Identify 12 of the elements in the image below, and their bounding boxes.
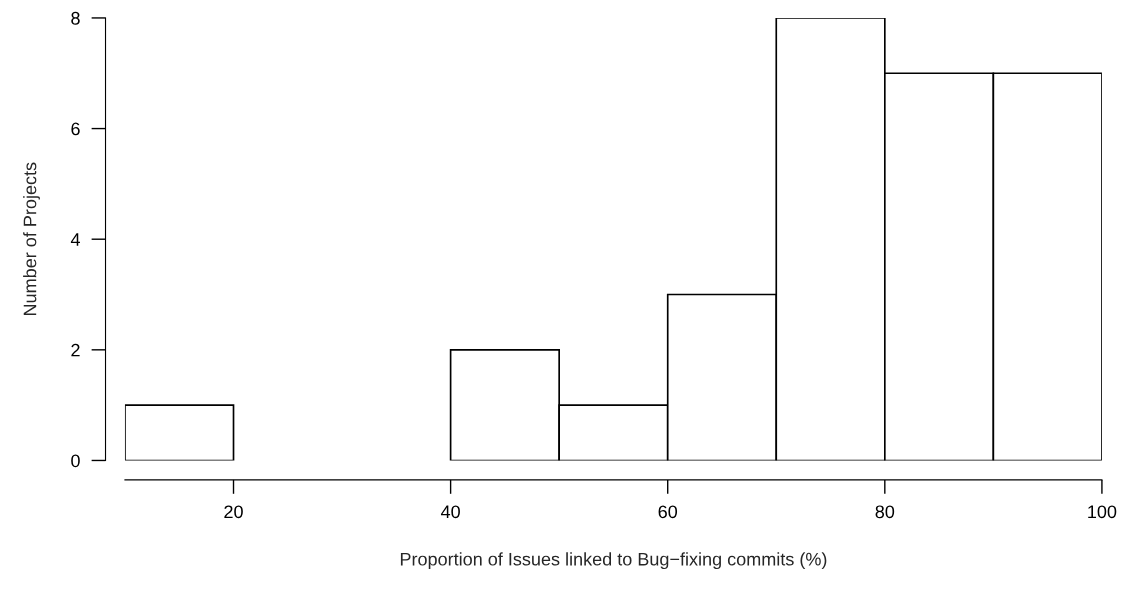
y-tick-label: 4: [70, 233, 80, 246]
y-tick-label: 8: [71, 11, 80, 25]
x-tick-label: 20: [224, 505, 243, 519]
x-tick-label: 80: [875, 505, 895, 519]
x-tick-label: 60: [658, 505, 678, 519]
y-tick-label: 2: [71, 343, 80, 357]
x-axis-title: Proportion of Issues linked to Bug−fixing commits (%): [400, 552, 827, 570]
x-tick-label: 100: [1088, 505, 1117, 519]
y-tick-label: 6: [71, 122, 80, 136]
x-tick-label: 40: [440, 505, 460, 519]
y-tick-label: 0: [71, 454, 80, 468]
y-axis-title: Number of Projects: [23, 162, 40, 315]
